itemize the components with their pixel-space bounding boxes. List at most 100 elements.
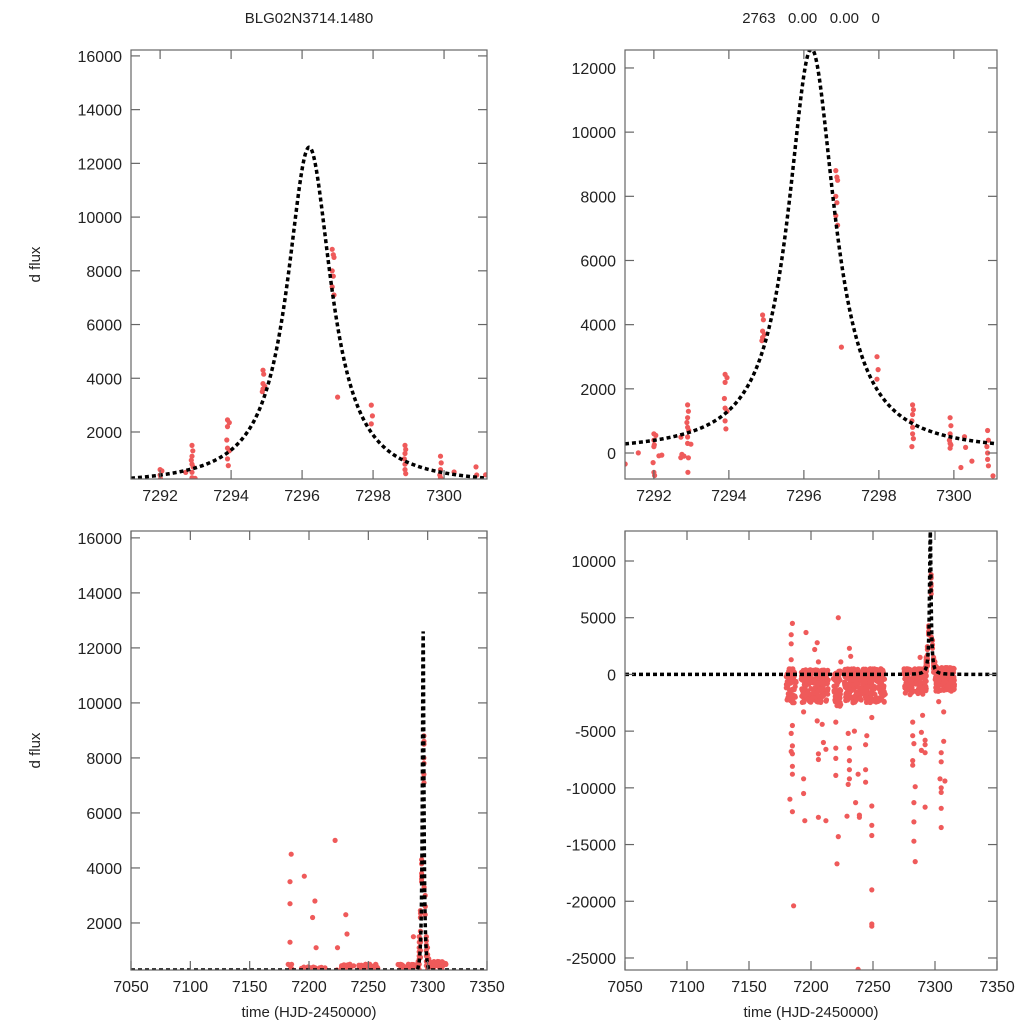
data-point (848, 653, 854, 659)
data-point (938, 805, 944, 811)
data-point (837, 692, 843, 698)
title-left: BLG02N3714.1480 (245, 10, 373, 27)
data-point (854, 691, 860, 697)
data-point (875, 367, 881, 373)
data-point (332, 837, 338, 844)
title-right: 2763 0.00 0.00 0 (742, 10, 880, 27)
data-point (409, 963, 415, 970)
data-point (838, 344, 845, 350)
x-tick-label: 7300 (426, 488, 462, 505)
data-point (863, 767, 869, 773)
data-point (859, 691, 865, 697)
data-point (835, 177, 841, 183)
data-point (801, 709, 807, 715)
data-point (849, 677, 855, 683)
data-point (189, 469, 195, 475)
data-point (824, 681, 830, 687)
y-tick-label: 6000 (86, 806, 122, 823)
data-point (803, 629, 809, 636)
data-point (985, 450, 991, 456)
data-point (789, 620, 796, 627)
data-point (851, 728, 858, 734)
data-point (922, 742, 928, 748)
data-point (938, 750, 944, 756)
y-tick-label: 0 (607, 446, 616, 463)
data-point (345, 962, 351, 968)
data-point (801, 776, 807, 782)
data-point (863, 742, 869, 748)
data-point (815, 659, 822, 665)
data-point (329, 246, 335, 252)
model-curve (625, 531, 997, 677)
data-point (910, 407, 917, 413)
x-tick-label: 7050 (607, 979, 643, 996)
data-point (815, 814, 822, 820)
data-point (340, 963, 346, 969)
data-point (869, 822, 875, 828)
data-point (911, 741, 917, 747)
data-point (872, 691, 878, 697)
data-point (855, 966, 861, 970)
data-point (915, 690, 921, 697)
data-point (941, 738, 947, 744)
data-point (910, 733, 916, 739)
data-point (807, 699, 813, 705)
data-point (373, 961, 379, 968)
data-point (189, 453, 195, 459)
data-point (910, 719, 916, 725)
data-point (789, 771, 796, 777)
data-point (855, 771, 861, 777)
data-point (287, 879, 293, 885)
data-point (685, 469, 691, 475)
y-tick-label: 4000 (580, 318, 616, 335)
y-tick-label: 2000 (86, 916, 122, 933)
data-point (802, 692, 808, 698)
data-point (863, 779, 869, 785)
data-point (869, 714, 875, 721)
data-point (809, 695, 816, 701)
data-point (335, 394, 341, 400)
data-point (846, 645, 853, 651)
x-tick-label: 7294 (711, 488, 747, 505)
data-point (835, 834, 841, 840)
data-point (866, 667, 873, 673)
data-point (869, 832, 875, 839)
data-point (334, 945, 341, 951)
data-point (911, 819, 917, 825)
x-tick-label: 7292 (636, 488, 672, 505)
data-point (788, 730, 794, 737)
data-point (188, 457, 194, 463)
data-point (831, 688, 837, 694)
y-tick-label: 10000 (78, 210, 123, 227)
model-curve (625, 50, 997, 446)
y-axis-label: d flux (27, 246, 44, 282)
data-point (684, 419, 690, 426)
data-point (990, 473, 996, 479)
data-point (656, 453, 662, 459)
data-point (938, 759, 944, 765)
data-point (911, 838, 917, 844)
plot-frame (624, 49, 998, 480)
y-tick-label: 2000 (580, 382, 616, 399)
data-point (625, 461, 628, 467)
data-point (866, 679, 872, 685)
data-point (790, 696, 796, 702)
x-tick-label: 7250 (351, 979, 387, 996)
data-point (922, 737, 928, 743)
data-point (846, 745, 853, 751)
data-point (903, 688, 910, 694)
x-tick-label: 7296 (284, 488, 320, 505)
data-point (950, 682, 956, 688)
data-point (938, 785, 944, 791)
data-point (685, 440, 691, 446)
data-point (810, 678, 816, 684)
x-tick-label: 7300 (917, 979, 953, 996)
data-point (912, 784, 918, 790)
data-point (226, 420, 232, 426)
data-point (947, 431, 953, 437)
data-point (312, 898, 318, 904)
x-tick-label: 7300 (936, 488, 972, 505)
data-point (331, 254, 337, 260)
data-point (685, 455, 692, 461)
x-tick-label: 7150 (232, 979, 268, 996)
